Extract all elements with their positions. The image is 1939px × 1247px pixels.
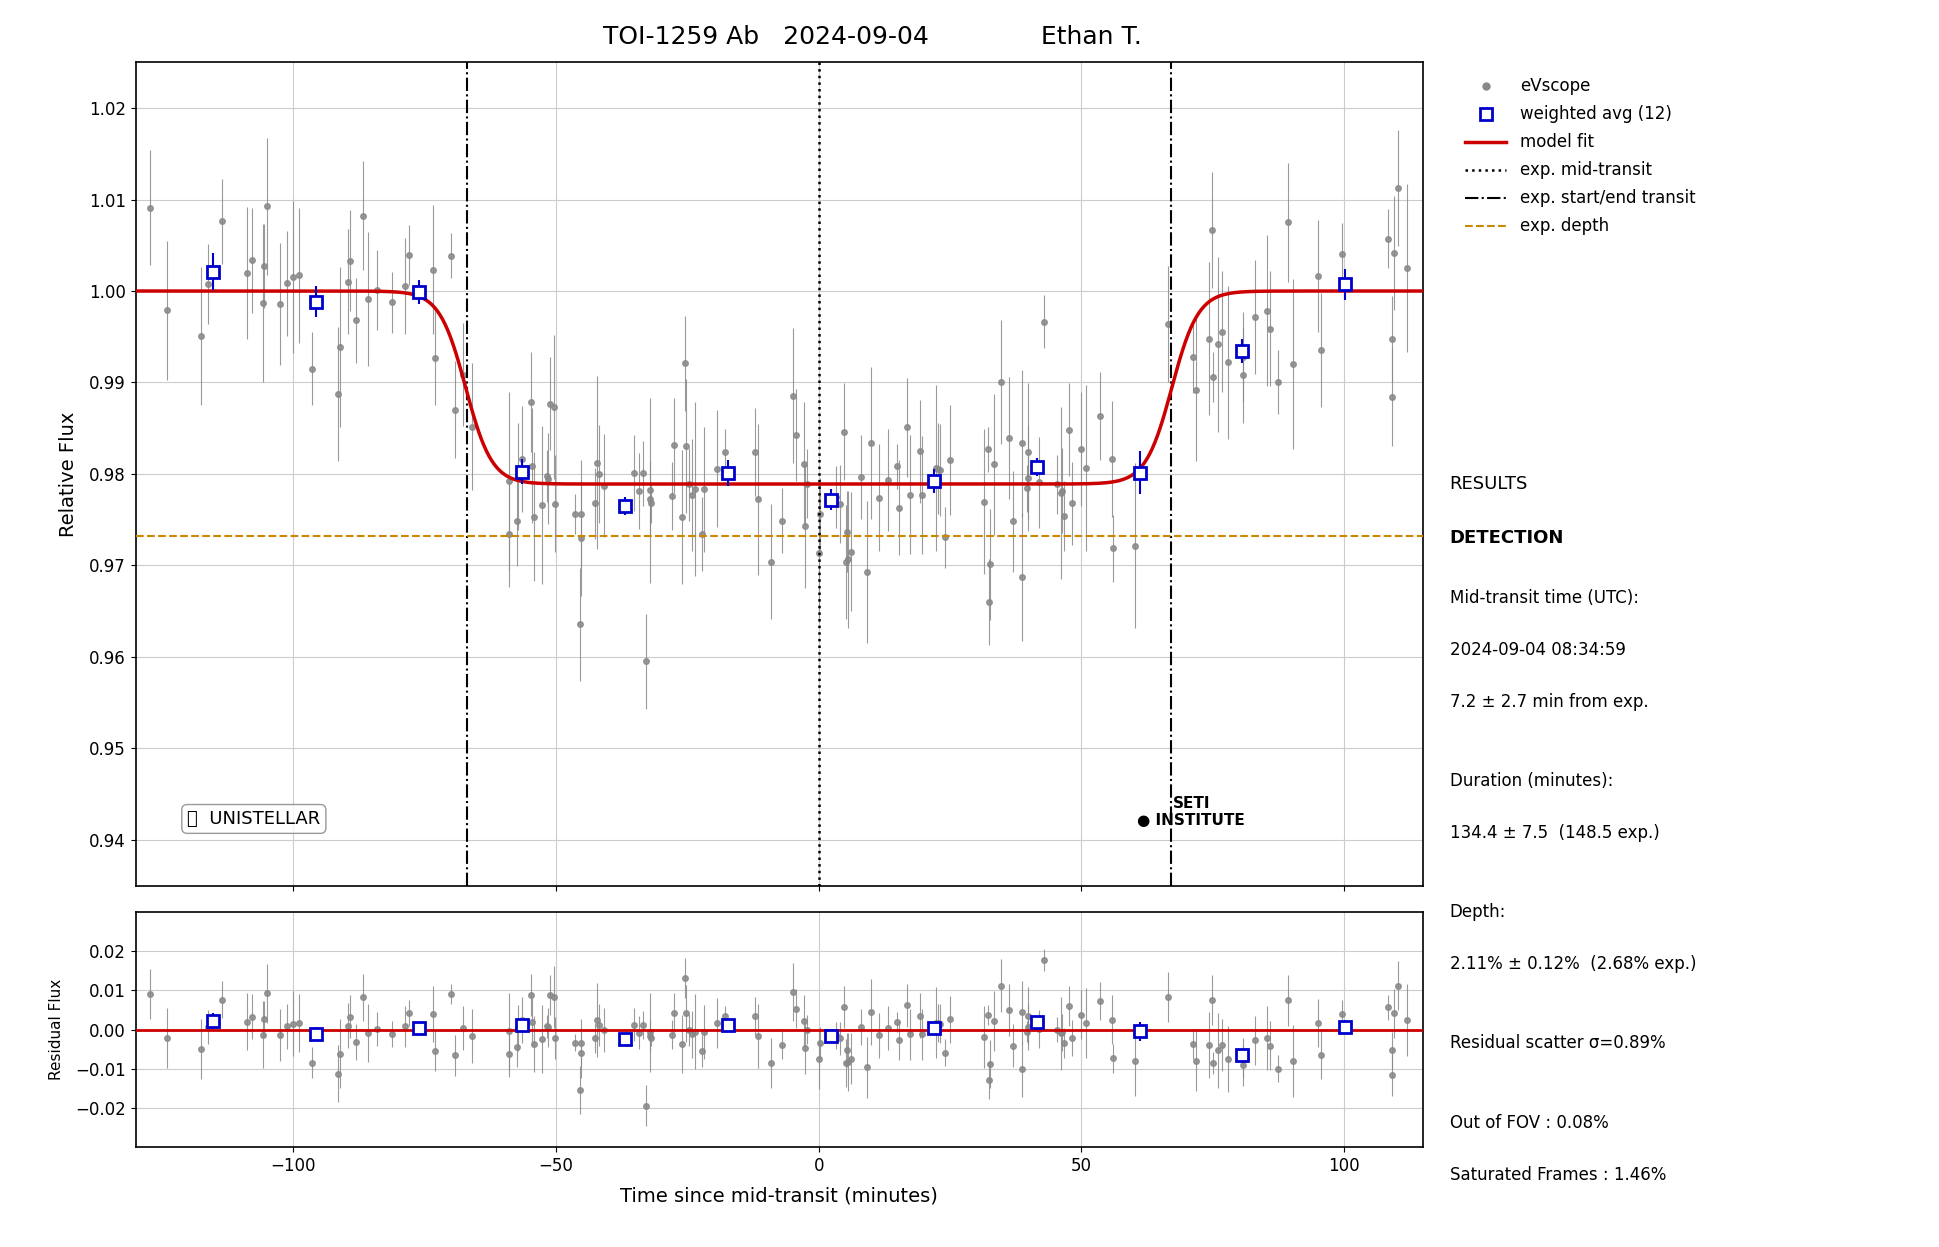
Y-axis label: Residual Flux: Residual Flux (48, 979, 64, 1080)
Text: 2.11% ± 0.12%  (2.68% exp.): 2.11% ± 0.12% (2.68% exp.) (1450, 955, 1697, 973)
Text: Duration (minutes):: Duration (minutes): (1450, 772, 1613, 789)
X-axis label: Time since mid-transit (minutes): Time since mid-transit (minutes) (620, 1186, 938, 1205)
Text: SETI
● INSTITUTE: SETI ● INSTITUTE (1138, 796, 1245, 828)
Text: DETECTION: DETECTION (1450, 529, 1565, 547)
Text: Out of FOV : 0.08%: Out of FOV : 0.08% (1450, 1114, 1609, 1131)
Text: Mid-transit time (UTC):: Mid-transit time (UTC): (1450, 589, 1638, 606)
Text: Residual scatter σ=0.89%: Residual scatter σ=0.89% (1450, 1035, 1666, 1052)
Text: 🔭  UNISTELLAR: 🔭 UNISTELLAR (188, 811, 320, 828)
Legend: eVscope, weighted avg (12), model fit, exp. mid-transit, exp. start/end transit,: eVscope, weighted avg (12), model fit, e… (1458, 71, 1702, 242)
Text: 7.2 ± 2.7 min from exp.: 7.2 ± 2.7 min from exp. (1450, 692, 1648, 711)
Y-axis label: Relative Flux: Relative Flux (58, 412, 78, 536)
Text: Depth:: Depth: (1450, 903, 1507, 922)
Text: RESULTS: RESULTS (1450, 475, 1528, 493)
Text: 2024-09-04 08:34:59: 2024-09-04 08:34:59 (1450, 641, 1625, 658)
Text: Saturated Frames : 1.46%: Saturated Frames : 1.46% (1450, 1166, 1666, 1183)
Text: 134.4 ± 7.5  (148.5 exp.): 134.4 ± 7.5 (148.5 exp.) (1450, 824, 1660, 842)
Text: TOI-1259 Ab   2024-09-04              Ethan T.: TOI-1259 Ab 2024-09-04 Ethan T. (603, 25, 1142, 49)
